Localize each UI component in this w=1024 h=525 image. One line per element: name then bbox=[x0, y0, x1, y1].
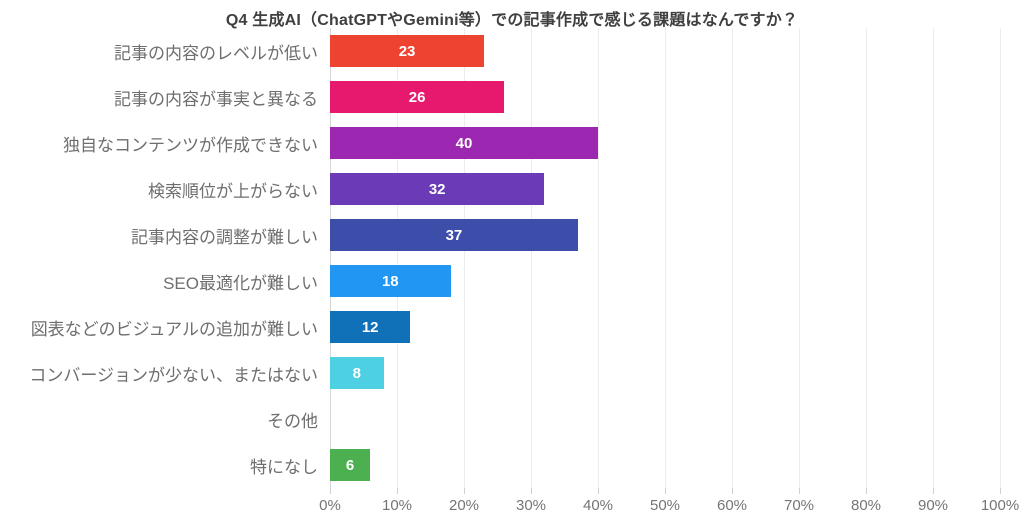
x-axis-tick bbox=[732, 488, 733, 494]
x-axis-tick-label: 60% bbox=[716, 497, 748, 514]
gridline bbox=[933, 28, 934, 488]
x-axis-tick-label: 30% bbox=[515, 497, 547, 514]
gridline bbox=[866, 28, 867, 488]
bar-value-label: 18 bbox=[381, 272, 399, 290]
bar: 32 bbox=[330, 173, 545, 205]
bar: 12 bbox=[330, 311, 411, 343]
x-axis-tick bbox=[933, 488, 934, 494]
chart-row: 図表などのビジュアルの追加が難しい 12 bbox=[31, 304, 1000, 350]
bar-value-label: 40 bbox=[455, 134, 473, 152]
x-axis-tick bbox=[464, 488, 465, 494]
chart-row: 特になし 6 bbox=[250, 442, 1000, 488]
x-axis-tick bbox=[531, 488, 532, 494]
chart-row: その他 bbox=[267, 396, 1000, 442]
x-axis-tick bbox=[1000, 488, 1001, 494]
x-axis-tick bbox=[665, 488, 666, 494]
x-axis-tick bbox=[799, 488, 800, 494]
category-label: 記事内容の調整が難しい bbox=[131, 227, 318, 247]
chart-row: 独自なコンテンツが作成できない 40 bbox=[63, 120, 1000, 166]
bar-value-label: 32 bbox=[428, 180, 446, 198]
x-axis: 0% 10% 20% 30% 40% 50% 60% 70% 80% 90% 100% bbox=[319, 497, 1019, 517]
bar: 6 bbox=[330, 449, 371, 481]
x-axis-tick bbox=[866, 488, 867, 494]
chart-row: コンバージョンが少ない、またはない 8 bbox=[29, 350, 1000, 396]
bar: 40 bbox=[330, 127, 598, 159]
x-axis-tick-label: 90% bbox=[917, 497, 949, 514]
x-axis-tick bbox=[397, 488, 398, 494]
category-label: SEO最適化が難しい bbox=[163, 273, 318, 293]
x-axis-tick bbox=[598, 488, 599, 494]
category-label: コンバージョンが少ない、またはない bbox=[29, 365, 318, 385]
gridline bbox=[598, 28, 599, 488]
bar: 26 bbox=[330, 81, 505, 113]
bar-rows: 記事の内容のレベルが低い 23 記事の内容が事実と異なる 26 独自なコンテンツ… bbox=[29, 28, 1000, 488]
gridline bbox=[732, 28, 733, 488]
x-axis-tick-label: 20% bbox=[448, 497, 480, 514]
bar-value-label: 8 bbox=[352, 364, 361, 382]
chart-row: SEO最適化が難しい 18 bbox=[163, 258, 1000, 304]
x-axis-tick bbox=[330, 488, 331, 494]
category-label: 検索順位が上がらない bbox=[148, 181, 318, 201]
x-axis-tick-label: 100% bbox=[980, 497, 1020, 514]
x-axis-tick-label: 0% bbox=[319, 497, 341, 514]
bar-value-label: 23 bbox=[398, 42, 416, 60]
category-label: 記事の内容が事実と異なる bbox=[114, 89, 318, 109]
gridline bbox=[799, 28, 800, 488]
bar: 37 bbox=[330, 219, 578, 251]
category-label: 記事の内容のレベルが低い bbox=[114, 43, 318, 63]
x-axis-tick-label: 50% bbox=[649, 497, 681, 514]
x-axis-tick-label: 80% bbox=[850, 497, 882, 514]
bar-value-label: 26 bbox=[408, 88, 426, 106]
gridline bbox=[665, 28, 666, 488]
plot-area: 記事の内容のレベルが低い 23 記事の内容が事実と異なる 26 独自なコンテンツ… bbox=[29, 28, 1019, 514]
category-label: その他 bbox=[267, 411, 318, 431]
bar: 23 bbox=[330, 35, 485, 67]
bar-value-label: 12 bbox=[361, 318, 379, 336]
bar: 8 bbox=[330, 357, 384, 389]
gridline bbox=[464, 28, 465, 488]
bar: 18 bbox=[330, 265, 451, 297]
chart-row: 記事内容の調整が難しい 37 bbox=[131, 212, 1000, 258]
chart-title: Q4 生成AI（ChatGPTやGemini等）での記事作成で感じる課題はなんで… bbox=[225, 12, 799, 29]
bar-value-label: 37 bbox=[445, 226, 463, 244]
category-label: 図表などのビジュアルの追加が難しい bbox=[30, 319, 318, 339]
gridline bbox=[531, 28, 532, 488]
bar-value-label: 6 bbox=[345, 456, 355, 474]
gridline bbox=[1000, 28, 1001, 488]
category-label: 独自なコンテンツが作成できない bbox=[63, 135, 318, 155]
category-label: 特になし bbox=[250, 457, 318, 477]
chart-row: 検索順位が上がらない 32 bbox=[148, 166, 1000, 212]
gridline bbox=[397, 28, 398, 488]
x-axis-tick-label: 10% bbox=[381, 497, 413, 514]
y-axis-line bbox=[330, 28, 331, 488]
chart-row: 記事の内容のレベルが低い 23 bbox=[114, 28, 1000, 74]
chart-row: 記事の内容が事実と異なる 26 bbox=[114, 74, 1000, 120]
x-axis-tick-label: 70% bbox=[783, 497, 815, 514]
x-axis-tick-label: 40% bbox=[582, 497, 614, 514]
